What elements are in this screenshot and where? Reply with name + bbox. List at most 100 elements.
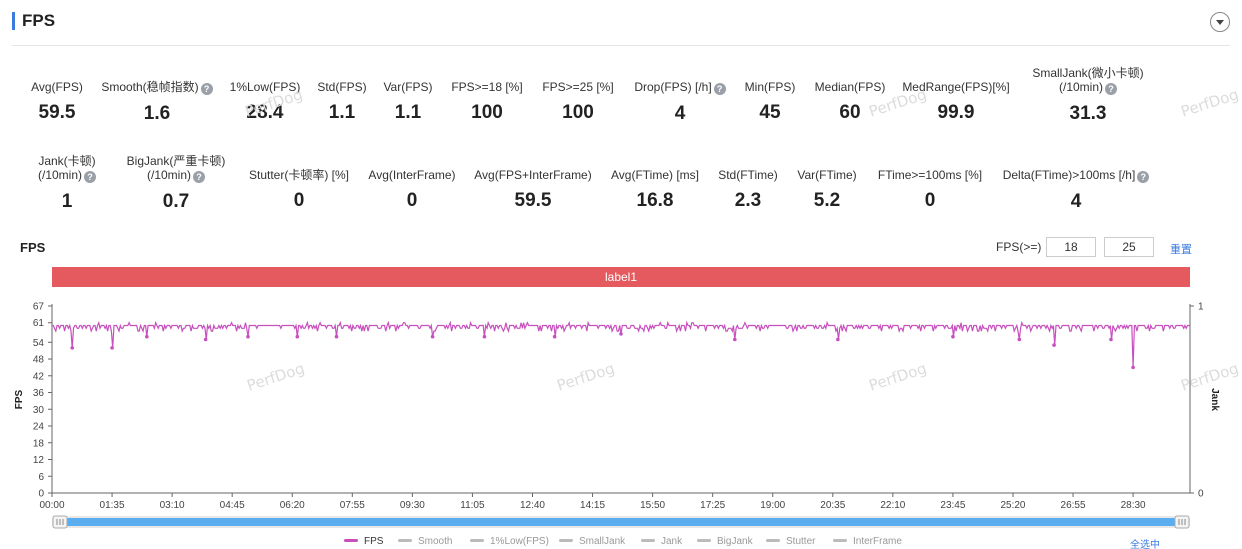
metric-label: FPS>=18 [%] [407,80,567,94]
legend-item-jank[interactable]: Jank [641,536,682,547]
metric-value: 1.6 [143,103,171,124]
fps-dip-point[interactable] [482,334,487,339]
fps-dip-point[interactable] [334,334,339,339]
metric-metrics_row2-3: Avg(InterFrame) 0 [332,168,492,212]
metric-metrics_row2-2: Stutter(卡顿率) [%] 0 [219,168,379,212]
metric-value: 28.4 [246,102,284,123]
metric-label-text: Drop(FPS) [/h] [634,80,712,94]
fps-dip-point[interactable] [1109,337,1113,342]
select-all-link[interactable]: 全选中 [1130,540,1160,549]
metric-value: 16.8 [636,190,674,211]
metric-label-text: Var(FTime) [797,168,857,182]
metric-metrics_row1-10: MedRange(FPS)[%] 99.9 [876,80,1036,124]
legend-label: InterFrame [853,536,902,547]
x-tick-label: 14:15 [580,500,605,511]
fps-dip-point[interactable] [110,346,114,350]
fps-dip-point[interactable] [1131,365,1135,370]
y-axis-label: FPS [14,389,25,409]
legend-item-interframe[interactable]: InterFrame [833,536,902,547]
y-tick-label: 18 [33,438,45,449]
metric-label: Jank(卡顿) (/10min)? [0,154,147,183]
help-icon[interactable]: ? [84,171,96,183]
metric-metrics_row2-8: FTime>=100ms [%] 0 [850,168,1010,212]
legend-label: SmallJank [579,536,626,547]
label-band[interactable]: label1 [52,267,1190,287]
fps-threshold-input-2[interactable]: 25 [1104,237,1154,257]
y-tick-label: 6 [38,472,44,483]
metric-label: 1%Low(FPS) [185,80,345,94]
fps-dip-point[interactable] [619,332,623,336]
reset-link[interactable]: 重置 [1170,244,1192,256]
help-icon[interactable]: ? [713,83,726,95]
metric-value: 1 [61,191,73,212]
legend-swatch-icon [398,539,412,542]
metric-label: Avg(FTime) [ms] [575,168,735,182]
x-tick-label: 03:10 [160,500,185,511]
legend-item-fps[interactable]: FPS [344,536,383,547]
x-tick-label: 26:55 [1061,500,1086,511]
fps-dip-point[interactable] [836,337,840,342]
metric-label-text: SmallJank(微小卡顿) [1032,66,1144,80]
metric-label: MedRange(FPS)[%] [876,80,1036,94]
metric-label: FTime>=100ms [%] [850,168,1010,182]
x-tick-label: 09:30 [400,500,425,511]
legend-item-smalljank[interactable]: SmallJank [559,536,625,547]
legend-item-bigjank[interactable]: BigJank [697,536,753,547]
metric-metrics_row1-8: Min(FPS) 45 [690,80,850,124]
fps-dip-point[interactable] [203,337,208,342]
fps-dip-point[interactable] [70,346,75,350]
fps-line-chart[interactable]: 0 6 12 18 24 30 36 42 48 54 61 67 0 1 FPS Jank 00:00 01:3… [0,295,1242,533]
metric-metrics_row2-7: Var(FTime) 5.2 [747,168,907,212]
metric-value: 100 [471,102,503,123]
fps-dip-point[interactable] [951,334,955,339]
help-icon[interactable]: ? [1105,83,1117,95]
fps-dip-point[interactable] [295,334,300,339]
x-tick-label: 12:40 [520,500,545,511]
y2-axis-label: Jank [1209,388,1220,411]
chart-legend: FPS Smooth 1%Low(FPS) SmallJank Jank BigJank S… [0,536,1242,548]
watermark: PerfDog [1178,85,1241,121]
metric-label-text: Avg(InterFrame) [368,168,456,182]
fps-dip-point[interactable] [430,334,435,339]
help-icon[interactable]: ? [1137,171,1150,183]
y2-tick-label: 1 [1198,302,1204,313]
x-tick-label: 04:45 [220,500,245,511]
fps-dip-point[interactable] [246,334,250,339]
fps-dip-point[interactable] [145,334,149,339]
y-tick-label: 0 [38,489,44,500]
fps-dip-point[interactable] [733,337,737,342]
legend-item-smooth[interactable]: Smooth [398,536,452,547]
legend-item-stutter[interactable]: Stutter [766,536,815,547]
x-tick-label: 19:00 [760,500,785,511]
metric-label-text: Avg(FTime) [ms] [610,168,699,182]
metric-metrics_row1-6: FPS>=25 [%] 100 [498,80,658,124]
help-icon[interactable]: ? [200,83,213,95]
y-tick-label: 42 [33,371,45,382]
metric-value: 60 [839,102,861,123]
metric-label-text: MedRange(FPS)[%] [902,80,1010,94]
zoom-range-bar[interactable] [60,518,1182,526]
metric-metrics_row1-7: Drop(FPS) [/h]? 4 [600,80,760,125]
metric-label-text: Avg(FPS+InterFrame) [474,168,592,182]
fps-dip-point[interactable] [1052,343,1056,347]
x-tick-label: 17:25 [700,500,725,511]
collapse-chevron-icon[interactable] [1210,12,1230,32]
y-tick-label: 67 [33,302,45,313]
x-tick-label: 00:00 [39,500,64,511]
help-icon[interactable]: ? [193,171,205,183]
legend-swatch-icon [470,539,484,542]
metric-label: Drop(FPS) [/h]? [600,80,760,95]
metric-label-text: Std(FPS) [317,80,367,94]
metric-value: 0 [293,190,305,211]
legend-swatch-icon [344,539,358,542]
fps-dip-point[interactable] [1017,337,1022,342]
metric-label: SmallJank(微小卡顿) (/10min)? [1008,66,1168,95]
metric-metrics_row1-11: SmallJank(微小卡顿) (/10min)? 31.3 [1008,66,1168,125]
metric-label-text: 1%Low(FPS) [229,80,301,94]
fps-threshold-input-1[interactable]: 18 [1046,237,1096,257]
x-tick-label: 28:30 [1121,500,1146,511]
legend-item-1-low-fps-[interactable]: 1%Low(FPS) [470,536,549,547]
fps-dip-point[interactable] [552,334,557,339]
fps-threshold-label: FPS(>=) [996,240,1042,254]
fps-series-line[interactable] [52,320,1190,368]
